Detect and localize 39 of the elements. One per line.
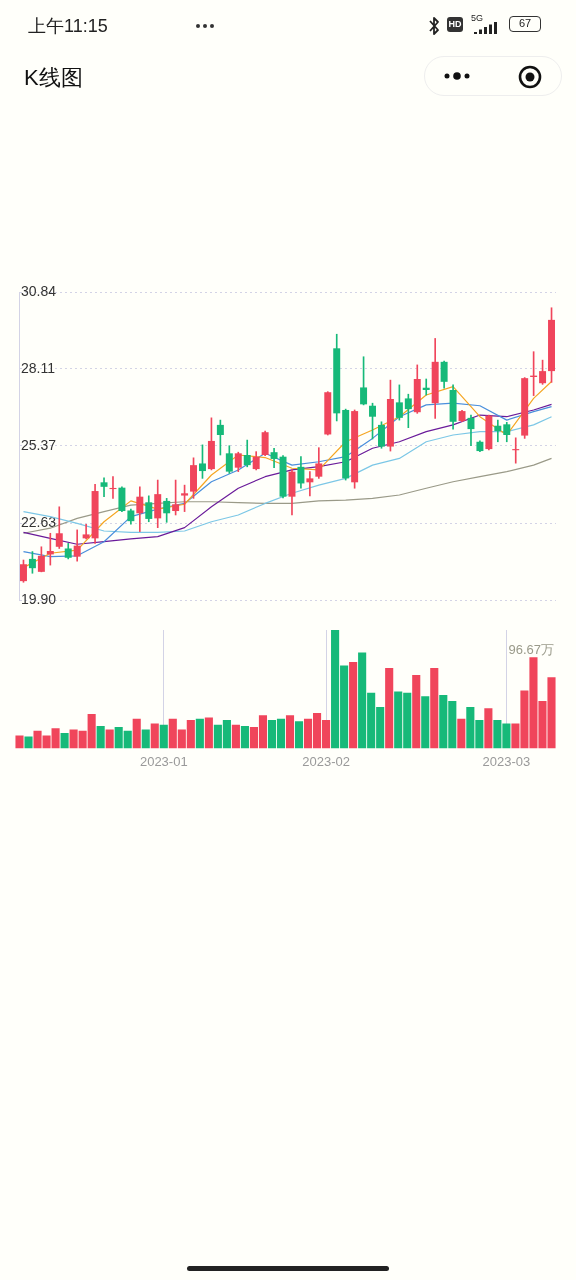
bar (204, 717, 213, 749)
battery-icon: 67 (509, 16, 541, 32)
chart-title: K线图 (24, 64, 83, 92)
bar (24, 736, 33, 749)
bar (141, 729, 150, 749)
bar (349, 661, 358, 749)
candlestick (100, 477, 108, 498)
y-tick-label: 19.90 (21, 590, 57, 607)
y-tick-label: 22.63 (21, 514, 57, 530)
x-tick-label: 2023-03 (482, 753, 531, 769)
x-tick-label: 2023-02 (302, 753, 350, 769)
x-tick-label: 2023-01 (139, 753, 188, 769)
bar (421, 696, 430, 749)
hd-badge: HD (447, 17, 463, 32)
y-tick-label: 28.11 (21, 359, 56, 376)
bar (150, 723, 159, 749)
text: 上午11:15 (28, 15, 108, 38)
bar (159, 724, 168, 749)
bar (484, 708, 493, 749)
bar (285, 715, 295, 749)
bar (132, 718, 141, 749)
text: 5G (471, 13, 484, 23)
y-tick-label: 30.84 (21, 282, 57, 299)
bar (412, 674, 421, 749)
bar (240, 725, 249, 749)
candlestick (494, 419, 502, 443)
bar (385, 667, 394, 749)
bar (105, 729, 114, 749)
y-tick-label: 25.37 (21, 436, 57, 453)
candlestick (306, 471, 314, 497)
bar (195, 718, 204, 749)
bar (60, 733, 69, 749)
bar (430, 667, 439, 749)
bar (15, 735, 24, 749)
annotation: 96.67万 (508, 641, 554, 657)
bar (294, 721, 304, 749)
bar (231, 724, 240, 749)
bar (457, 718, 466, 749)
bar (96, 725, 105, 749)
